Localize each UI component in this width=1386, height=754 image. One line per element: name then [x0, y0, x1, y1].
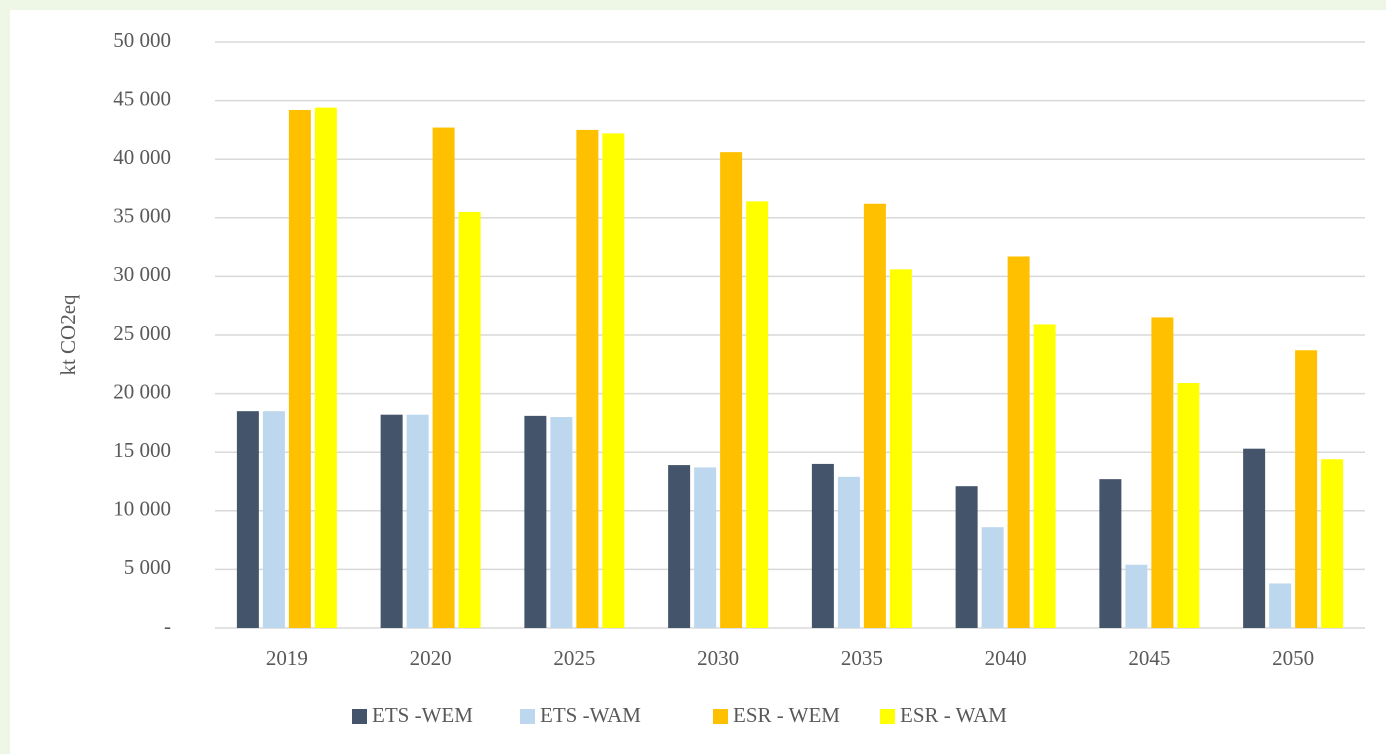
bar [1177, 383, 1200, 628]
bar [1007, 256, 1030, 628]
bar [458, 211, 481, 628]
y-tick-label: 20 000 [113, 379, 171, 403]
y-axis-label: kt CO2eq [56, 294, 80, 376]
bar [602, 133, 625, 628]
bar [837, 476, 860, 628]
y-tick-label: 10 000 [113, 497, 171, 521]
legend-label: ETS -WAM [540, 703, 641, 727]
legend-swatch [880, 709, 895, 724]
bar [262, 411, 285, 628]
y-tick-label: 25 000 [113, 321, 171, 345]
x-tick-label: 2019 [266, 646, 308, 670]
bar [889, 269, 912, 628]
bar [550, 417, 573, 628]
legend-label: ETS -WEM [372, 703, 473, 727]
legend-swatch [713, 709, 728, 724]
bar [432, 127, 455, 628]
y-tick-label: 40 000 [113, 145, 171, 169]
bar [576, 129, 599, 628]
bar [1033, 324, 1056, 628]
bar [694, 467, 717, 628]
bar [1151, 317, 1174, 628]
bar [863, 203, 886, 628]
y-tick-label: 50 000 [113, 28, 171, 52]
legend-swatch [520, 709, 535, 724]
bar [1125, 564, 1148, 628]
y-tick-label: - [164, 614, 171, 638]
y-tick-label: 45 000 [113, 86, 171, 110]
bar [720, 152, 743, 628]
bar [1295, 350, 1318, 628]
bar [314, 107, 337, 628]
bar [746, 201, 769, 628]
legend-label: ESR - WAM [900, 703, 1007, 727]
x-tick-label: 2020 [410, 646, 452, 670]
bar [236, 411, 259, 628]
bar [406, 414, 429, 628]
bar [1243, 448, 1266, 628]
y-tick-label: 15 000 [113, 438, 171, 462]
x-tick-label: 2040 [985, 646, 1027, 670]
bar [668, 465, 691, 628]
bar [1321, 459, 1344, 628]
x-tick-label: 2050 [1272, 646, 1314, 670]
x-tick-label: 2025 [553, 646, 595, 670]
bar [811, 463, 834, 628]
legend-swatch [352, 709, 367, 724]
y-tick-label: 30 000 [113, 262, 171, 286]
y-tick-label: 35 000 [113, 204, 171, 228]
legend-label: ESR - WEM [733, 703, 840, 727]
chart-area [10, 10, 1386, 754]
bar [288, 109, 311, 628]
bar [524, 415, 547, 628]
bar [955, 486, 978, 628]
bar [981, 527, 1004, 628]
x-tick-label: 2030 [697, 646, 739, 670]
bar [1099, 479, 1122, 628]
x-tick-label: 2045 [1128, 646, 1170, 670]
y-tick-label: 5 000 [124, 555, 171, 579]
x-tick-label: 2035 [841, 646, 883, 670]
bar [1269, 583, 1292, 628]
bar [380, 414, 403, 628]
